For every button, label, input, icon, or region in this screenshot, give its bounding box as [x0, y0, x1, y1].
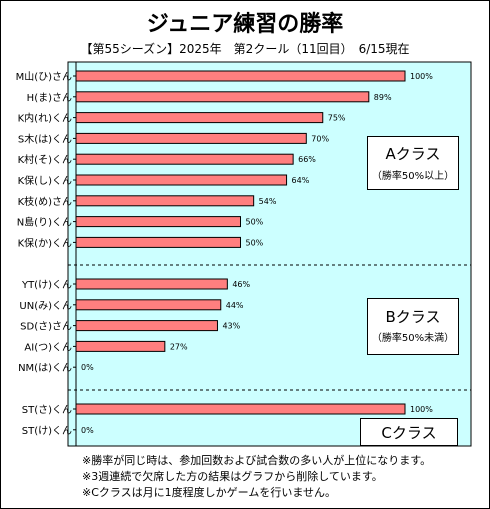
category-label: H(ま)さん	[27, 92, 72, 104]
data-label: 75%	[328, 114, 346, 123]
data-label: 66%	[298, 155, 316, 164]
bar	[75, 70, 406, 82]
data-label: 46%	[232, 280, 250, 289]
category-label: K内(れ)くん	[18, 112, 72, 125]
class-a-box: Aクラス （勝率50%以上）	[367, 136, 459, 190]
bar	[75, 112, 324, 124]
bar	[75, 278, 228, 290]
data-label: 44%	[226, 301, 244, 310]
category-label: SD(さ)さん	[20, 321, 72, 333]
class-b-note: （勝率50%未満）	[371, 333, 455, 344]
category-label: N島(り)くん	[17, 216, 72, 229]
class-c-box: Cクラス	[360, 418, 458, 446]
category-label: K枝(め)さん	[18, 195, 72, 208]
data-label: 89%	[374, 93, 392, 102]
category-label: UN(み)くん	[19, 300, 72, 312]
bar	[75, 195, 255, 207]
category-label: K村(そ)くん	[18, 153, 72, 166]
data-label: 54%	[259, 197, 277, 206]
category-label: S木(は)くん	[18, 133, 72, 145]
data-label: 50%	[246, 218, 264, 227]
data-label: 100%	[410, 405, 433, 414]
category-label: NM(は)くん	[18, 362, 72, 374]
category-label: ST(け)くん	[22, 425, 72, 437]
note-tiebreak: ※勝率が同じ時は、参加回数および試合数の多い人が上位になります。	[82, 454, 432, 467]
category-label: ST(さ)くん	[22, 404, 72, 416]
class-b-box: Bクラス （勝率50%未満）	[367, 298, 459, 355]
data-label: 50%	[246, 238, 264, 247]
class-a-label: Aクラス	[385, 145, 441, 163]
bar	[75, 403, 406, 415]
chart-title: ジュニア練習の勝率	[146, 12, 344, 37]
bar	[75, 299, 222, 311]
data-label: 64%	[292, 176, 310, 185]
data-label: 100%	[410, 72, 433, 81]
category-label: YT(け)くん	[21, 279, 72, 291]
bar	[75, 153, 294, 165]
data-label: 43%	[222, 322, 240, 331]
class-b-label: Bクラス	[385, 308, 441, 326]
note-c-class: ※Cクラスは月に1度程度しかゲームを行いません。	[82, 486, 337, 499]
bar	[75, 216, 241, 228]
bar	[75, 174, 288, 186]
class-c-label: Cクラス	[381, 424, 437, 442]
category-label: K保(し)くん	[18, 174, 72, 187]
class-a-note: （勝率50%以上）	[371, 171, 455, 182]
bar	[75, 320, 218, 332]
category-label: M山(ひ)さん	[16, 71, 72, 83]
chart-subtitle: 【第55シーズン】2025年 第2クール（11回目） 6/15現在	[80, 42, 410, 56]
data-label: 0%	[81, 426, 94, 435]
bar	[75, 91, 370, 103]
note-absence: ※3週連続で欠席した方の結果はグラフから削除しています。	[82, 470, 383, 483]
bar	[75, 340, 166, 352]
bar	[75, 132, 307, 144]
data-label: 27%	[170, 342, 188, 351]
category-label: K保(か)くん	[18, 236, 72, 249]
data-label: 70%	[311, 134, 329, 143]
bar	[75, 236, 241, 248]
plot-background	[67, 61, 472, 447]
category-label: AI(つ)くん	[24, 341, 72, 353]
data-label: 0%	[81, 363, 94, 372]
